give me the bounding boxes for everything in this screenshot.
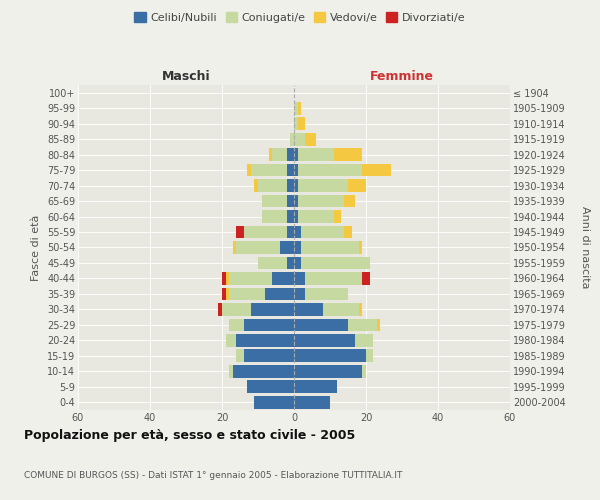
- Bar: [298, 179, 348, 192]
- Bar: [301, 241, 359, 254]
- Bar: [305, 133, 316, 145]
- Bar: [294, 334, 355, 346]
- Bar: [226, 288, 229, 300]
- Bar: [323, 303, 359, 316]
- Bar: [229, 272, 272, 285]
- Y-axis label: Fasce di età: Fasce di età: [31, 214, 41, 280]
- Text: Femmine: Femmine: [370, 70, 434, 82]
- Bar: [236, 350, 244, 362]
- Bar: [294, 118, 298, 130]
- Bar: [229, 365, 233, 378]
- Bar: [229, 318, 244, 331]
- Bar: [334, 210, 341, 223]
- Bar: [233, 365, 294, 378]
- Bar: [298, 102, 301, 115]
- Bar: [222, 303, 251, 316]
- Bar: [218, 303, 222, 316]
- Bar: [359, 241, 362, 254]
- Bar: [294, 164, 298, 176]
- Bar: [287, 179, 294, 192]
- Bar: [366, 350, 373, 362]
- Bar: [298, 194, 344, 207]
- Bar: [348, 318, 377, 331]
- Bar: [348, 179, 366, 192]
- Bar: [236, 226, 244, 238]
- Bar: [222, 272, 226, 285]
- Bar: [254, 179, 258, 192]
- Bar: [287, 164, 294, 176]
- Bar: [258, 256, 287, 270]
- Y-axis label: Anni di nascita: Anni di nascita: [580, 206, 590, 288]
- Bar: [244, 226, 287, 238]
- Bar: [362, 365, 366, 378]
- Bar: [247, 380, 294, 393]
- Bar: [298, 118, 305, 130]
- Bar: [287, 148, 294, 161]
- Bar: [294, 396, 330, 408]
- Bar: [294, 102, 298, 115]
- Bar: [294, 350, 366, 362]
- Bar: [294, 256, 301, 270]
- Text: COMUNE DI BURGOS (SS) - Dati ISTAT 1° gennaio 2005 - Elaborazione TUTTITALIA.IT: COMUNE DI BURGOS (SS) - Dati ISTAT 1° ge…: [24, 471, 403, 480]
- Bar: [294, 365, 362, 378]
- Bar: [233, 241, 236, 254]
- Bar: [272, 272, 294, 285]
- Bar: [294, 179, 298, 192]
- Bar: [294, 226, 301, 238]
- Bar: [298, 210, 334, 223]
- Bar: [305, 288, 348, 300]
- Bar: [251, 303, 294, 316]
- Bar: [294, 133, 305, 145]
- Bar: [377, 318, 380, 331]
- Bar: [362, 272, 370, 285]
- Bar: [301, 226, 344, 238]
- Bar: [294, 272, 305, 285]
- Bar: [301, 256, 370, 270]
- Bar: [355, 334, 373, 346]
- Bar: [262, 194, 287, 207]
- Bar: [298, 148, 334, 161]
- Bar: [287, 210, 294, 223]
- Bar: [226, 272, 229, 285]
- Bar: [251, 164, 287, 176]
- Bar: [287, 226, 294, 238]
- Bar: [226, 334, 236, 346]
- Bar: [222, 288, 226, 300]
- Bar: [294, 241, 301, 254]
- Bar: [294, 288, 305, 300]
- Bar: [305, 272, 362, 285]
- Bar: [290, 133, 294, 145]
- Bar: [236, 334, 294, 346]
- Bar: [280, 241, 294, 254]
- Bar: [236, 241, 280, 254]
- Bar: [294, 148, 298, 161]
- Bar: [294, 380, 337, 393]
- Bar: [229, 288, 265, 300]
- Bar: [247, 164, 251, 176]
- Bar: [298, 164, 362, 176]
- Text: Popolazione per età, sesso e stato civile - 2005: Popolazione per età, sesso e stato civil…: [24, 430, 355, 442]
- Bar: [287, 256, 294, 270]
- Bar: [258, 179, 287, 192]
- Bar: [334, 148, 362, 161]
- Legend: Celibi/Nubili, Coniugati/e, Vedovi/e, Divorziati/e: Celibi/Nubili, Coniugati/e, Vedovi/e, Di…: [130, 8, 470, 28]
- Bar: [269, 148, 272, 161]
- Bar: [294, 210, 298, 223]
- Bar: [294, 318, 348, 331]
- Text: Maschi: Maschi: [161, 70, 211, 82]
- Bar: [262, 210, 287, 223]
- Bar: [265, 288, 294, 300]
- Bar: [344, 194, 355, 207]
- Bar: [272, 148, 287, 161]
- Bar: [362, 164, 391, 176]
- Bar: [344, 226, 352, 238]
- Bar: [294, 194, 298, 207]
- Bar: [294, 303, 323, 316]
- Bar: [244, 350, 294, 362]
- Bar: [287, 194, 294, 207]
- Bar: [254, 396, 294, 408]
- Bar: [359, 303, 362, 316]
- Bar: [244, 318, 294, 331]
